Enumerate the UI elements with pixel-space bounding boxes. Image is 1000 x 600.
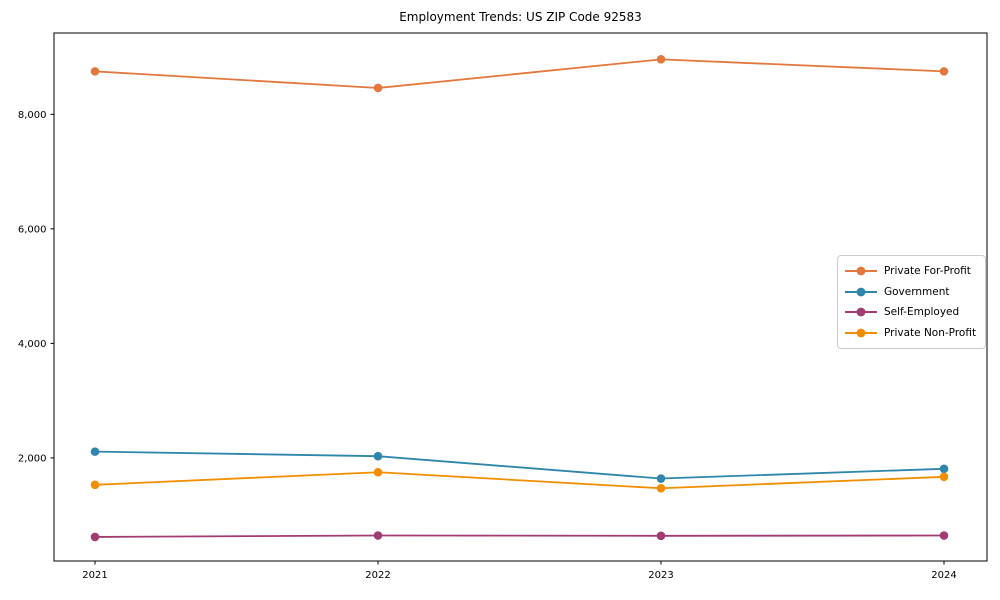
series-line-private-non-profit xyxy=(94,471,945,490)
series-line-private-for-profit xyxy=(94,58,945,89)
series-marker-self-employed xyxy=(656,531,666,541)
chart-title: Employment Trends: US ZIP Code 92583 xyxy=(399,10,642,24)
series-marker-private-non-profit xyxy=(373,467,383,477)
legend-marker-icon xyxy=(845,328,877,338)
legend-marker-icon xyxy=(845,287,877,297)
series-marker-private-non-profit xyxy=(939,472,949,482)
legend: Private For-Profit Government Self-Employe… xyxy=(837,255,987,349)
x-tick-label: 2023 xyxy=(648,570,673,581)
y-tick-label: 8,000 xyxy=(18,110,47,121)
series-line-self-employed xyxy=(94,534,945,538)
y-tick-label: 2,000 xyxy=(18,453,47,464)
series-marker-private-for-profit xyxy=(656,55,666,64)
series-marker-government xyxy=(656,474,666,483)
series-marker-government xyxy=(939,464,949,474)
series-marker-private-non-profit xyxy=(90,480,100,490)
legend-marker-icon xyxy=(845,266,877,276)
series-marker-private-for-profit xyxy=(939,67,949,76)
series-marker-self-employed xyxy=(939,531,949,540)
legend-item-private-non-profit: Private Non-Profit xyxy=(844,323,976,344)
series-marker-private-for-profit xyxy=(373,83,383,93)
legend-marker-icon xyxy=(845,307,877,317)
series-marker-government xyxy=(373,451,383,461)
series-marker-self-employed xyxy=(373,531,383,540)
series-marker-self-employed xyxy=(90,532,100,542)
x-tick-label: 2021 xyxy=(82,570,107,581)
legend-label-self-employed: Self-Employed xyxy=(884,306,960,319)
series-marker-private-non-profit xyxy=(656,483,666,493)
series-line-government xyxy=(94,450,945,480)
legend-label-government: Government xyxy=(884,285,950,298)
legend-item-self-employed: Self-Employed xyxy=(844,302,976,323)
x-tick-label: 2024 xyxy=(931,570,956,581)
y-tick-label: 6,000 xyxy=(18,224,47,235)
y-tick-label: 4,000 xyxy=(18,339,47,350)
legend-item-government: Government xyxy=(844,282,976,303)
series-marker-government xyxy=(90,447,100,456)
x-tick-label: 2022 xyxy=(365,570,390,581)
legend-label-private-for-profit: Private For-Profit xyxy=(884,265,971,278)
legend-item-private-for-profit: Private For-Profit xyxy=(844,261,976,282)
legend-label-private-non-profit: Private Non-Profit xyxy=(884,326,977,339)
plot-border xyxy=(53,32,988,562)
series-marker-private-for-profit xyxy=(90,67,100,76)
